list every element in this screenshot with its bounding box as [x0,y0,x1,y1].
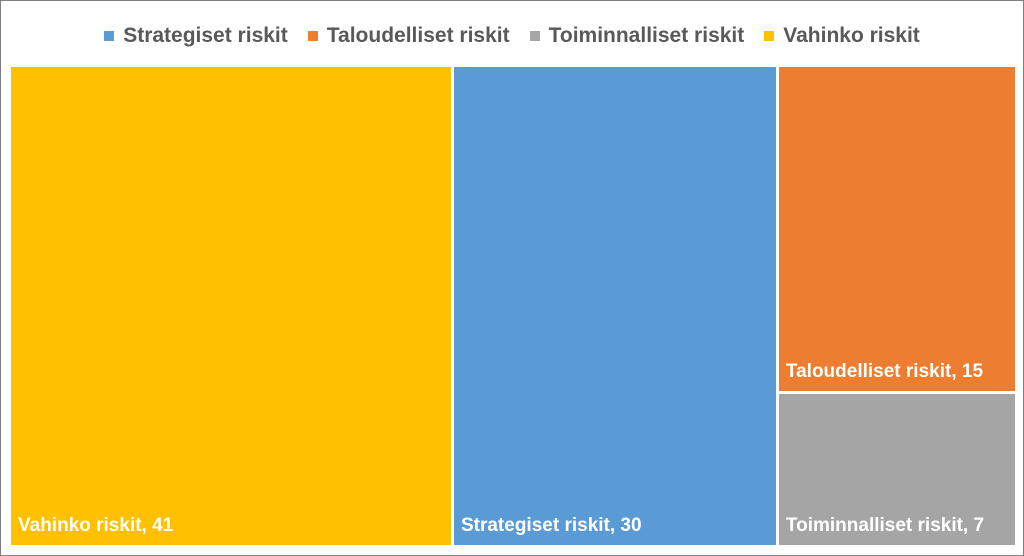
treemap-tile-vahinko: Vahinko riskit, 41 [11,67,451,545]
treemap-label-vahinko: Vahinko riskit, 41 [18,515,174,536]
legend-label-taloudelliset: Taloudelliset riskit [326,24,510,47]
legend-swatch-vahinko [764,31,775,41]
legend-label-strategiset: Strategiset riskit [123,24,288,47]
treemap-label-taloudelliset: Taloudelliset riskit, 15 [785,360,984,382]
legend-swatch-strategiset [104,31,115,41]
legend-swatch-taloudelliset [307,31,318,41]
legend-item-taloudelliset: Taloudelliset riskit [307,24,510,48]
treemap-tile-strategiset: Strategiset riskit, 30 [453,67,776,545]
legend-label-toiminnalliset: Toiminnalliset riskit [548,24,745,47]
treemap-tile-toiminnalliset: Toiminnalliset riskit, 7 [778,393,1015,545]
treemap-label-strategiset: Strategiset riskit, 30 [460,515,642,536]
legend-item-toiminnalliset: Toiminnalliset riskit [529,24,745,48]
legend-label-vahinko: Vahinko riskit [783,24,920,47]
legend-item-vahinko: Vahinko riskit [764,24,920,48]
legend-item-strategiset: Strategiset riskit [104,24,288,48]
chart-legend: Strategiset riskit Taloudelliset riskit … [1,19,1023,53]
treemap-label-toiminnalliset: Toiminnalliset riskit, 7 [785,514,985,536]
legend-swatch-toiminnalliset [529,31,540,41]
treemap-plot-area: Vahinko riskit, 41 Strategiset riskit, 30… [11,67,1015,545]
treemap-tile-taloudelliset: Taloudelliset riskit, 15 [778,67,1015,391]
